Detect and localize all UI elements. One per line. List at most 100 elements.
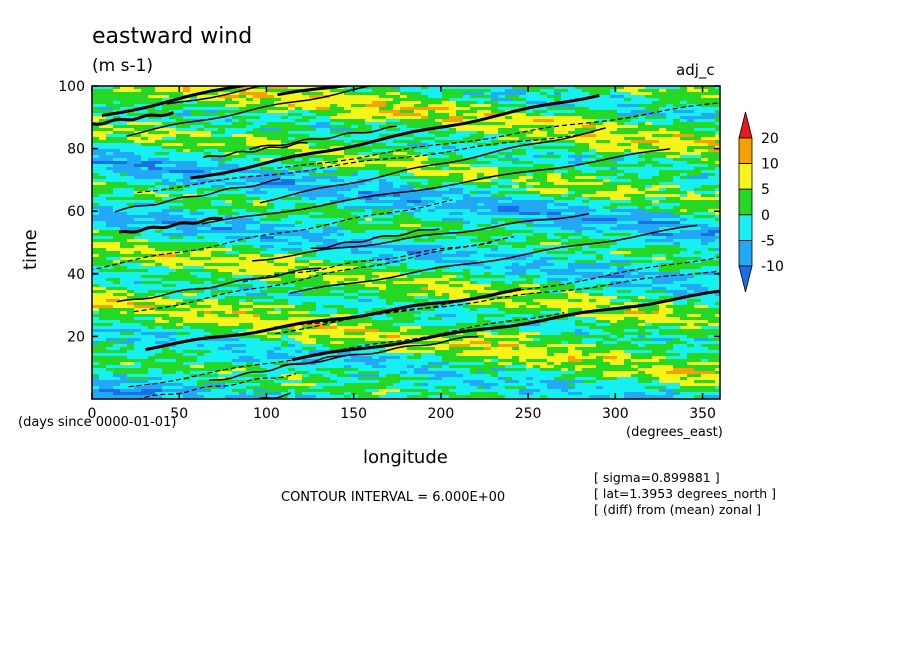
field-cell	[673, 212, 695, 216]
field-cell	[169, 320, 184, 324]
field-cell	[610, 311, 618, 315]
field-cell	[225, 128, 240, 132]
field-cell	[225, 194, 247, 198]
field-cell	[442, 242, 464, 246]
field-cell	[330, 335, 345, 339]
field-cell	[603, 185, 618, 189]
field-cell	[113, 242, 121, 246]
field-cell	[393, 89, 401, 93]
field-cell	[624, 272, 632, 276]
field-cell	[561, 176, 569, 180]
field-cell	[519, 179, 527, 183]
field-cell	[554, 125, 562, 129]
field-cell	[323, 170, 338, 174]
field-cell	[113, 335, 135, 339]
field-cell	[505, 272, 527, 276]
field-cell	[596, 137, 604, 141]
field-cell	[638, 176, 646, 180]
field-cell	[666, 356, 688, 360]
field-cell	[519, 176, 527, 180]
field-cell	[694, 344, 702, 348]
field-cell	[344, 383, 359, 387]
field-cell	[295, 137, 310, 141]
field-cell	[386, 128, 401, 132]
field-cell	[617, 356, 632, 360]
field-cell	[603, 254, 625, 258]
field-cell	[337, 188, 352, 192]
field-cell	[407, 146, 429, 150]
field-cell	[176, 230, 184, 234]
field-cell	[253, 134, 275, 138]
field-cell	[512, 362, 527, 366]
field-cell	[407, 296, 415, 300]
field-cell	[365, 137, 387, 141]
field-cell	[302, 203, 317, 207]
field-cell	[575, 377, 597, 381]
field-cell	[610, 245, 632, 249]
field-cell	[127, 224, 149, 228]
field-cell	[708, 254, 716, 258]
field-cell	[652, 284, 674, 288]
field-cell	[176, 302, 198, 306]
field-cell	[330, 254, 345, 258]
field-cell	[316, 308, 338, 312]
field-cell	[652, 101, 667, 105]
field-cell	[568, 248, 583, 252]
field-cell	[288, 377, 303, 381]
field-cell	[645, 113, 653, 117]
field-cell	[470, 284, 492, 288]
field-cell	[197, 116, 212, 120]
field-cell	[218, 323, 240, 327]
field-cell	[512, 212, 520, 216]
field-cell	[533, 173, 548, 177]
field-cell	[617, 365, 632, 369]
field-cell	[134, 254, 142, 258]
field-cell	[288, 299, 303, 303]
field-cell	[442, 365, 450, 369]
field-cell	[344, 218, 366, 222]
field-cell	[547, 173, 562, 177]
field-cell	[246, 335, 268, 339]
field-cell	[680, 167, 688, 171]
field-cell	[610, 119, 632, 123]
field-cell	[365, 224, 387, 228]
field-cell	[477, 200, 499, 204]
field-cell	[512, 131, 534, 135]
field-cell	[141, 176, 149, 180]
field-cell	[596, 209, 611, 213]
field-cell	[92, 179, 114, 183]
field-cell	[694, 122, 716, 126]
field-cell	[127, 227, 142, 231]
field-cell	[162, 263, 177, 267]
field-cell	[337, 341, 345, 345]
field-cell	[701, 152, 720, 156]
field-cell	[246, 386, 268, 390]
field-cell	[316, 254, 324, 258]
field-cell	[421, 101, 429, 105]
field-cell	[281, 122, 296, 126]
field-cell	[281, 290, 289, 294]
field-cell	[288, 131, 303, 135]
field-cell	[281, 125, 289, 129]
field-cell	[407, 347, 415, 351]
field-cell	[239, 314, 254, 318]
field-cell	[281, 287, 303, 291]
field-cell	[666, 188, 681, 192]
field-cell	[701, 233, 716, 237]
field-cell	[547, 350, 569, 354]
field-cell	[484, 182, 492, 186]
field-cell	[155, 260, 163, 264]
field-cell	[589, 353, 604, 357]
field-cell	[92, 308, 100, 312]
field-cell	[610, 302, 625, 306]
field-cell	[281, 176, 303, 180]
field-cell	[554, 239, 562, 243]
field-cell	[162, 260, 177, 264]
field-cell	[120, 389, 128, 393]
field-cell	[204, 299, 219, 303]
field-cell	[337, 266, 352, 270]
field-cell	[414, 173, 422, 177]
field-cell	[540, 107, 548, 111]
field-cell	[547, 362, 555, 366]
field-cell	[344, 242, 352, 246]
